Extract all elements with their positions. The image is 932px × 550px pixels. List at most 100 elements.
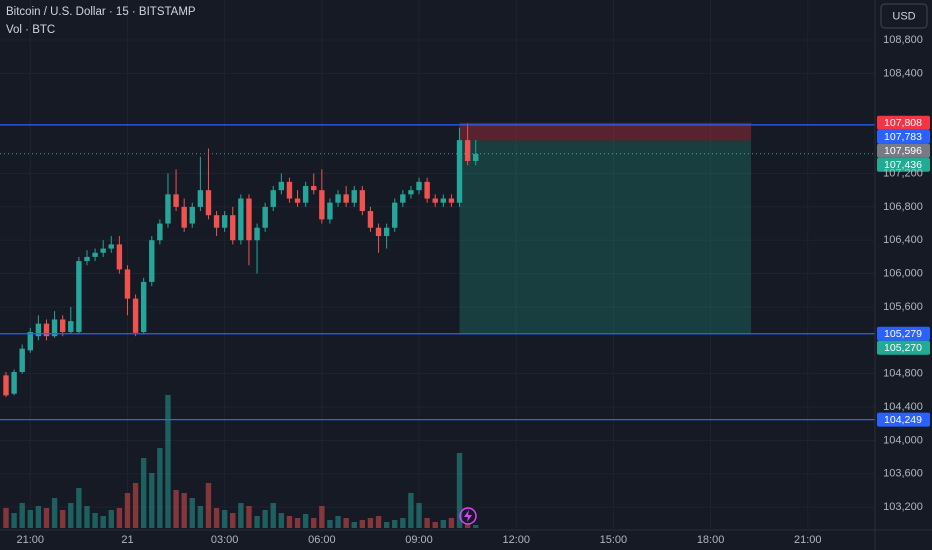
volume-bar [400,518,406,528]
x-tick-label: 21 [121,534,133,546]
candle-body [132,298,139,333]
chart-subtitle: Vol · BTC [6,24,55,36]
candle-body [19,348,25,373]
volume-bar [327,520,333,528]
candle-body [181,206,187,228]
candle-body [278,181,285,191]
candle-body [440,198,447,203]
candle-body [327,202,333,220]
level-layer: 107,808 107,783 107,596 107,436 105,279 105,2… [0,115,930,427]
volume-bar [408,493,414,528]
candle-body [335,194,341,203]
x-tick-label: 06:00 [308,534,336,546]
price-badge [877,412,930,427]
candle-body [84,256,90,262]
volume-bar [319,506,325,528]
candle-body [375,227,382,237]
volume-bar [3,508,9,528]
x-tick-label: 09:00 [405,534,433,546]
candle-body [319,190,325,220]
y-tick-label: 105,600 [883,301,923,313]
y-tick-label: 106,400 [883,234,923,246]
candle-body [416,181,422,191]
y-tick-label: 104,400 [883,401,923,413]
currency-label[interactable]: USD [892,10,915,22]
candle-body [254,227,260,241]
candle-body [359,190,366,212]
candle-body [432,198,438,203]
volume-bar [140,458,147,528]
volume-bar [424,518,430,528]
volume-bar [230,513,236,528]
volume-bar [270,503,276,528]
volume-bar [432,522,438,528]
volume-bar [440,520,447,528]
volume-bar [43,508,50,528]
price-badge-label: 107,808 [884,117,922,129]
candle-body [367,211,374,228]
price-badge [877,157,930,172]
volume-bar [84,506,90,528]
price-badge [877,129,930,144]
alert-icon[interactable] [459,507,477,525]
volume-bar [246,506,252,528]
candle-body [68,321,74,332]
volume-bar [35,506,42,528]
volume-bar [367,518,374,528]
volume-bar [294,518,301,528]
volume-bar [254,516,260,528]
x-tick-label: 15:00 [600,534,628,546]
volume-bar [343,518,349,528]
currency-button[interactable] [880,3,928,29]
y-tick-label: 108,400 [883,67,923,79]
volume-bar [392,520,398,528]
x-tick-label: 12:00 [502,534,530,546]
candle-body [213,215,220,228]
volume-bar [11,513,17,528]
volume-bar [375,516,382,528]
candle-body [262,206,268,228]
candle-body [392,202,398,228]
candle-body [173,194,179,207]
price-badge-label: 104,249 [884,414,922,426]
volume-bar [221,510,228,528]
candle-body [11,372,17,394]
candle-body [100,248,106,253]
grid-layer [0,0,875,528]
price-badge [877,115,930,130]
volume-bar [416,503,422,528]
candle-body [456,140,463,203]
price-badge-label: 105,270 [884,342,922,354]
volume-bar [132,483,139,528]
volume-bar [59,510,66,528]
volume-bar [302,514,309,528]
volume-bar [238,503,244,528]
price-badge [877,326,930,341]
candle-body [424,181,430,199]
candle-body [116,244,123,270]
volume-bar [311,518,317,528]
candle-body [124,269,131,299]
candle-body [351,190,357,203]
y-tick-label: 104,000 [883,434,923,446]
position-layer [459,122,752,335]
volume-bar [197,506,204,528]
candle-body [464,140,471,161]
volume-bar [262,510,268,528]
candle-body [35,323,42,337]
candle-body [246,198,252,241]
price-badge-label: 107,783 [884,131,922,143]
candle-body [473,153,479,161]
candle-body [51,319,58,337]
x-tick-label: 18:00 [697,534,725,546]
candle-body [3,375,9,396]
price-badge-label: 107,436 [884,159,922,171]
volume-bar [464,524,471,528]
chart-title: Bitcoin / U.S. Dollar · 15 · BITSTAMP [6,6,196,18]
price-badge [877,340,930,355]
volume-bar [205,483,212,528]
candle-body [302,186,309,203]
candle-layer [3,123,479,398]
